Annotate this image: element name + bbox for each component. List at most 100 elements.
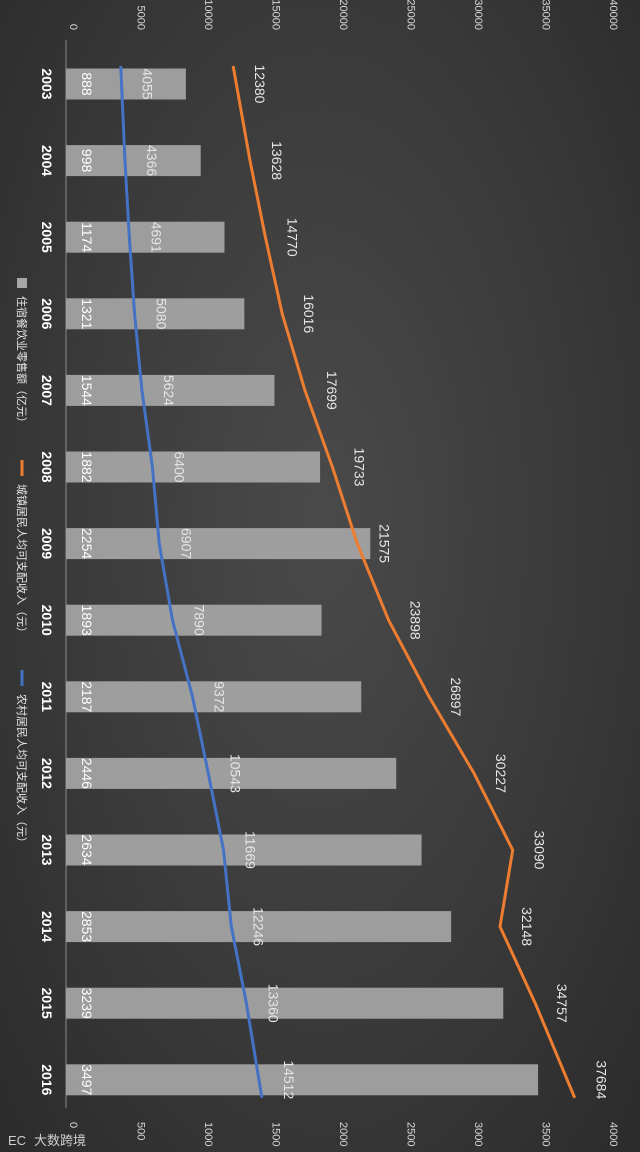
secondary-tick-label: 2500	[405, 1122, 417, 1146]
line-value-label: 14512	[281, 1060, 297, 1099]
category-label: 2016	[39, 1064, 55, 1095]
secondary-tick-label: 3500	[540, 1122, 552, 1146]
bar	[66, 911, 452, 943]
bar-value-label: 3239	[79, 988, 95, 1019]
line-value-label: 23898	[408, 601, 424, 640]
line-value-label: 4366	[144, 145, 160, 176]
watermark-logo: EC	[8, 1133, 26, 1148]
legend-label: 城镇居民人均可支配收入（元）	[15, 484, 29, 638]
line-value-label: 4691	[148, 222, 164, 253]
bar	[66, 834, 422, 866]
line-value-label: 14770	[284, 218, 300, 257]
line-value-label: 37684	[594, 1060, 610, 1099]
bar	[66, 604, 322, 636]
watermark-text: 大数跨境	[34, 1133, 86, 1148]
secondary-axis: 0 500 1000 1500 2000 2500 3000 3500 4000	[67, 1122, 619, 1146]
bar-value-label: 1882	[79, 451, 95, 482]
primary-tick-label: 35000	[540, 0, 552, 30]
bar-value-label: 1544	[79, 375, 95, 406]
secondary-tick-label: 0	[67, 1122, 79, 1128]
category-label: 2008	[39, 451, 55, 482]
bar	[66, 987, 504, 1019]
line-value-label: 13360	[265, 984, 281, 1023]
legend-label: 住宿餐饮业零售额（亿元）	[15, 296, 29, 428]
line-value-label: 30227	[493, 754, 509, 793]
category-label: 2013	[39, 834, 55, 865]
line-value-label: 12380	[252, 65, 268, 104]
bar	[66, 68, 186, 100]
primary-tick-label: 10000	[202, 0, 214, 30]
line-value-label: 11669	[243, 831, 259, 869]
line-value-label: 21575	[376, 524, 392, 563]
legend-label: 农村居民人均可支配收入（元）	[15, 694, 29, 848]
series-line	[231, 65, 577, 1099]
bar	[66, 298, 245, 330]
bar-value-label: 2853	[79, 911, 95, 942]
primary-tick-label: 25000	[405, 0, 417, 30]
legend-swatch	[17, 278, 27, 288]
category-label: 2015	[39, 988, 55, 1019]
bar	[66, 451, 321, 483]
category-label: 2005	[39, 222, 55, 253]
primary-tick-label: 5000	[135, 6, 147, 30]
line-value-label: 9372	[212, 681, 228, 712]
secondary-tick-label: 500	[135, 1122, 147, 1140]
bar	[66, 528, 371, 560]
line-value-label: 4055	[140, 68, 156, 99]
primary-tick-label: 40000	[607, 0, 619, 30]
line-value-label: 26897	[448, 677, 464, 716]
line-series: 12380 13628 14770 16016 17699 19733 21575 23898…	[119, 65, 610, 1099]
line-value-label: 5080	[154, 298, 170, 329]
primary-tick-label: 0	[67, 24, 79, 30]
line-value-label: 16016	[301, 294, 317, 333]
primary-tick-label: 20000	[337, 0, 349, 30]
primary-tick-label: 30000	[472, 0, 484, 30]
category-label: 2006	[39, 298, 55, 329]
category-label: 2014	[39, 911, 55, 942]
category-label: 2003	[39, 68, 55, 99]
line-value-label: 34757	[554, 984, 570, 1023]
secondary-tick-label: 2000	[337, 1122, 349, 1146]
line-value-label: 32148	[519, 907, 535, 946]
category-label: 2010	[39, 605, 55, 636]
line-value-label: 5624	[161, 375, 177, 406]
bar-value-label: 3497	[79, 1064, 95, 1095]
bar-value-label: 2634	[79, 834, 95, 865]
series-line	[119, 65, 264, 1099]
bar	[66, 757, 397, 789]
category-label: 2007	[39, 375, 55, 406]
primary-tick-label: 15000	[270, 0, 282, 30]
bar-value-label: 888	[79, 72, 95, 96]
bar-value-label: 2446	[79, 758, 95, 789]
legend: 住宿餐饮业零售额（亿元） 城镇居民人均可支配收入（元） 农村居民人均可支配收入（元）	[15, 278, 29, 848]
line-value-label: 6400	[171, 451, 187, 482]
line-value-label: 13628	[269, 141, 285, 180]
bar-value-label: 1174	[79, 222, 95, 252]
category-label: 2009	[39, 528, 55, 559]
watermark: EC 大数跨境	[8, 1133, 86, 1148]
bar	[66, 1064, 539, 1096]
bar-value-label: 2187	[79, 681, 95, 712]
line-value-label: 12246	[250, 907, 266, 946]
line-value-label: 6907	[178, 528, 194, 559]
category-labels: 2003 2004 2005 2006 2007 2008 2009 2010 2011 2012…	[39, 68, 55, 1095]
bar-value-label: 1321	[79, 298, 95, 329]
bar-value-label: 2254	[79, 528, 95, 559]
bar-series: 888 998 1174 1321 1544 1882 2254 1893 2187 2446 26…	[66, 68, 539, 1096]
category-label: 2004	[39, 145, 55, 176]
bar	[66, 374, 275, 406]
secondary-tick-label: 3000	[472, 1122, 484, 1146]
bar	[66, 221, 225, 253]
bar-value-label: 1893	[79, 605, 95, 636]
bar-value-label: 998	[79, 149, 95, 173]
secondary-tick-label: 1500	[270, 1122, 282, 1146]
line-value-label: 19733	[351, 448, 367, 487]
category-label: 2011	[39, 682, 55, 713]
line-value-label: 17699	[324, 371, 340, 410]
primary-axis: 0 5000 10000 15000 20000 25000 30000 35000 40000	[67, 0, 619, 30]
bar	[66, 681, 362, 713]
line-value-label: 10543	[227, 754, 243, 793]
secondary-tick-label: 4000	[607, 1122, 619, 1146]
bar	[66, 145, 201, 177]
